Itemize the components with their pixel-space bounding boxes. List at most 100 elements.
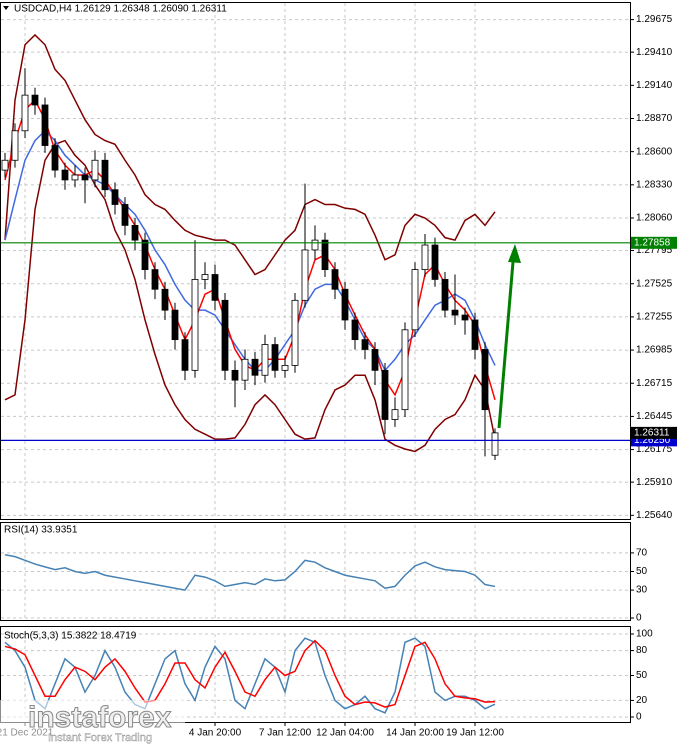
y-tick-label: 1.27525 — [636, 278, 673, 289]
main-title: USDCAD,H4 1.26129 1.26348 1.26090 1.2631… — [14, 4, 227, 15]
candle-body — [281, 365, 289, 371]
candle-body — [61, 169, 69, 181]
candle-body — [211, 274, 219, 301]
candle-body — [11, 130, 19, 161]
plot-layer: 1.29675 1.29410 1.29140 1.28870 1.28600 1.283… — [0, 3, 677, 739]
candle-body — [361, 339, 369, 350]
stoch-title: Stoch(5,3,3) 15.3822 18.4719 — [4, 631, 137, 642]
candle-body — [101, 159, 109, 191]
candle-body — [111, 189, 119, 205]
y-tick-label: 30 — [636, 585, 648, 596]
candle-body — [461, 314, 469, 321]
candle-body — [51, 145, 59, 171]
y-tick-label: 1.28330 — [636, 179, 673, 190]
candle-body — [231, 369, 239, 381]
last-price-box — [631, 426, 677, 439]
candle-body — [411, 269, 419, 331]
rsi-title: RSI(14) 33.9351 — [4, 525, 78, 536]
candle-body — [41, 104, 49, 146]
last-price-label: 1.26311 — [634, 428, 670, 439]
x-tick-label: 14 Jan 20:00 — [386, 728, 444, 739]
candle-body — [431, 244, 439, 280]
y-tick-label: 1.29140 — [636, 80, 673, 91]
indicator-line — [4, 554, 496, 591]
candle-body — [161, 288, 169, 311]
candle-body — [441, 279, 449, 311]
y-tick-label: 1.28870 — [636, 113, 673, 124]
candle-body — [391, 409, 399, 420]
candle-body — [351, 319, 359, 341]
level-label: 1.27858 — [634, 237, 671, 248]
candle-body — [1, 159, 9, 171]
candle-body — [251, 358, 259, 376]
x-tick-label: 4 Jan 20:00 — [189, 728, 242, 739]
candle-body — [21, 94, 29, 132]
candle-body — [301, 249, 309, 301]
candle-body — [241, 358, 249, 381]
candle-body — [481, 349, 489, 411]
indicator-line — [4, 33, 496, 276]
candle-body — [121, 204, 129, 226]
y-tick-label: 1.26175 — [636, 444, 673, 455]
candle-body — [471, 319, 479, 350]
candle-body — [191, 279, 199, 371]
y-tick-label: 50 — [636, 670, 648, 681]
y-tick-label: 1.26715 — [636, 378, 673, 389]
logo-backdrop — [0, 700, 185, 746]
candle-body — [31, 94, 39, 106]
candle-body — [311, 239, 319, 251]
candle-body — [401, 329, 409, 411]
indicator-line — [4, 637, 496, 714]
y-tick-label: 1.26445 — [636, 411, 673, 422]
candle-body — [141, 239, 149, 271]
stoch-panel-frame — [0, 626, 631, 723]
candle-body — [491, 432, 499, 456]
y-tick-label: 70 — [636, 548, 648, 559]
y-tick-label: 1.25910 — [636, 477, 673, 488]
y-tick-label: 1.26985 — [636, 345, 673, 356]
candle-body — [261, 344, 269, 376]
level-label-box — [631, 236, 677, 249]
candle-body — [341, 288, 349, 321]
y-tick-label: 1.27795 — [636, 245, 673, 256]
candle-body — [71, 174, 79, 181]
candle-body — [421, 244, 429, 270]
candle-body — [181, 339, 189, 371]
x-tick-label: 7 Jan 12:00 — [259, 728, 312, 739]
candle-body — [91, 159, 99, 181]
candle-body — [81, 174, 89, 181]
y-tick-label: 80 — [636, 645, 648, 656]
logo: instaforex — [28, 701, 172, 734]
y-tick-label: 20 — [636, 695, 648, 706]
logo-tagline: Instant Forex Trading — [48, 732, 152, 744]
menu-triangle — [3, 6, 9, 10]
candle-body — [131, 224, 139, 241]
y-tick-label: 50 — [636, 566, 648, 577]
x-tick-label: 12 Jan 04:00 — [316, 728, 374, 739]
candle-body — [171, 309, 179, 341]
candle-body — [331, 269, 339, 290]
candle-body — [381, 369, 389, 420]
candle-body — [451, 309, 459, 316]
y-tick-label: 0 — [636, 712, 642, 723]
y-tick-label: 1.28600 — [636, 146, 673, 157]
candle-body — [201, 274, 209, 280]
candle-body — [151, 269, 159, 290]
y-tick-label: 1.27255 — [636, 312, 673, 323]
y-tick-label: 1.29675 — [636, 14, 673, 25]
candle-body — [371, 349, 379, 371]
y-tick-label: 0 — [636, 613, 642, 624]
main-panel-frame — [0, 2, 631, 520]
candle-body — [321, 239, 329, 271]
y-tick-label: 1.25640 — [636, 510, 673, 521]
indicator-line — [4, 139, 496, 453]
indicator-line — [4, 639, 496, 708]
level-label: 1.26250 — [634, 435, 671, 446]
forecast-arrow-head — [508, 244, 521, 263]
x-tick-label: 19 Jan 12:00 — [446, 728, 504, 739]
y-tick-label: 1.28060 — [636, 213, 673, 224]
y-tick-label: 100 — [636, 629, 653, 640]
forecast-arrow — [497, 261, 515, 429]
